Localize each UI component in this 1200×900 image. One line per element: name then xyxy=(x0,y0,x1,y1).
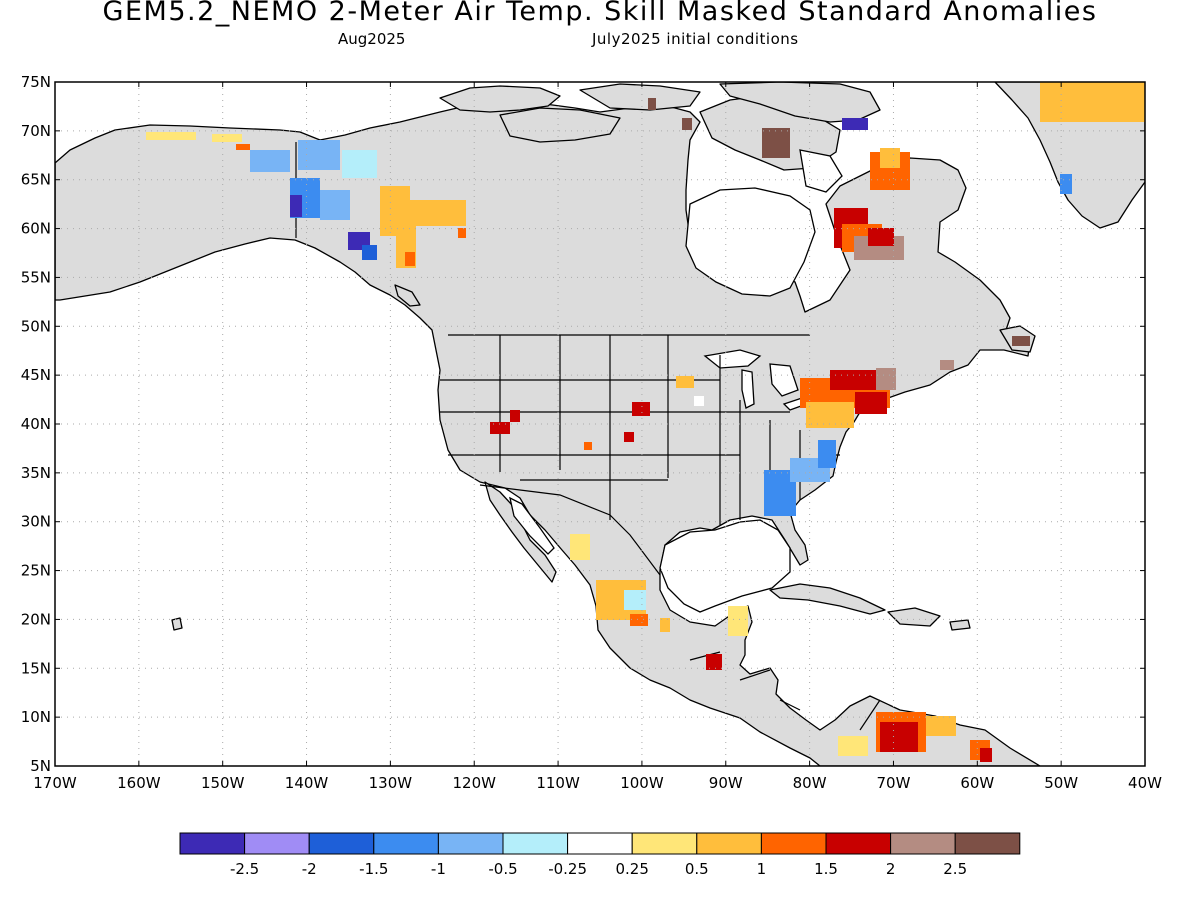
lon-label: 50W xyxy=(1044,774,1078,792)
map-title: GEM5.2_NEMO 2-Meter Air Temp. Skill Mask… xyxy=(102,0,1098,27)
lat-label: 25N xyxy=(21,562,51,580)
colorbar-label: 1.5 xyxy=(814,860,838,878)
initial-conditions: July2025 initial conditions xyxy=(592,30,799,48)
colorbar-swatch xyxy=(308,832,375,855)
lat-label: 55N xyxy=(21,268,51,286)
colorbar-label: 1 xyxy=(757,860,767,878)
colorbar-swatch xyxy=(373,832,439,855)
colorbar-swatch xyxy=(567,832,633,855)
lon-label: 130W xyxy=(369,774,413,792)
colorbar: -2.5 -2 -1.5 -1 -0.5 -0.25 0.25 0.5 1 1.5 2 2.5 xyxy=(179,832,1021,878)
lon-label: 60W xyxy=(960,774,994,792)
lat-label: 35N xyxy=(21,464,51,482)
great-lake-superior xyxy=(703,349,762,369)
hispaniola-land xyxy=(887,607,941,627)
lon-label: 100W xyxy=(620,774,664,792)
great-lake-huron xyxy=(769,363,799,397)
lat-label: 10N xyxy=(21,708,51,726)
colorbar-label: 2.5 xyxy=(943,860,967,878)
lon-label: 90W xyxy=(709,774,743,792)
arctic-island-2 xyxy=(499,107,621,143)
colorbar-swatch xyxy=(437,832,504,855)
axis-ticks: 75N 70N 65N 60N 55N 50N 45N 40N 35N 30N 25N 20N 15N 1… xyxy=(21,73,1162,792)
anomaly-patches xyxy=(146,82,1145,762)
lon-label: 170W xyxy=(33,774,77,792)
lat-label: 15N xyxy=(21,659,51,677)
colorbar-swatch xyxy=(631,832,698,855)
gulf-of-mexico xyxy=(659,519,791,613)
great-lake-michigan xyxy=(741,369,755,409)
colorbar-label: -2.5 xyxy=(230,860,259,878)
land-mask xyxy=(55,82,1145,766)
colorbar-swatch xyxy=(244,832,310,855)
colorbar-swatch xyxy=(502,832,569,855)
colorbar-label: -1.5 xyxy=(359,860,388,878)
lat-label: 5N xyxy=(30,757,51,775)
graticule xyxy=(55,82,1145,766)
colorbar-label: -2 xyxy=(302,860,317,878)
lat-label: 50N xyxy=(21,317,51,335)
lat-label: 40N xyxy=(21,415,51,433)
lon-label: 150W xyxy=(201,774,245,792)
colorbar-label: -0.5 xyxy=(488,860,517,878)
lon-label: 140W xyxy=(285,774,329,792)
colorbar-label: -0.25 xyxy=(548,860,587,878)
lat-label: 75N xyxy=(21,73,51,91)
lon-label: 40W xyxy=(1128,774,1162,792)
lat-label: 30N xyxy=(21,513,51,531)
colorbar-swatch xyxy=(825,832,892,855)
lat-label: 70N xyxy=(21,122,51,140)
colorbar-swatch xyxy=(954,832,1021,855)
lat-label: 60N xyxy=(21,220,51,238)
arctic-island-3 xyxy=(579,83,701,111)
political-borders xyxy=(295,142,931,741)
colorbar-swatch xyxy=(179,832,246,855)
lat-label: 20N xyxy=(21,610,51,628)
lon-label: 80W xyxy=(793,774,827,792)
colorbar-label: 0.25 xyxy=(615,860,648,878)
colorbar-label: 0.5 xyxy=(685,860,709,878)
lon-label: 70W xyxy=(877,774,911,792)
lon-label: 160W xyxy=(117,774,161,792)
lat-label: 65N xyxy=(21,171,51,189)
hudson-bay xyxy=(685,187,816,297)
hudson-strait xyxy=(799,149,843,193)
lon-label: 110W xyxy=(536,774,580,792)
lat-label: 45N xyxy=(21,366,51,384)
gulf-of-california xyxy=(509,496,555,555)
colorbar-swatch xyxy=(890,832,956,855)
water-bodies xyxy=(509,149,843,613)
map-area xyxy=(55,82,1145,766)
vancouver-island-land xyxy=(394,284,421,307)
north-america-land xyxy=(55,97,1041,766)
colorbar-label: -1 xyxy=(431,860,446,878)
colorbar-swatch xyxy=(760,832,827,855)
arctic-island-1 xyxy=(439,85,561,113)
forecast-month: Aug2025 xyxy=(338,30,406,48)
colorbar-label: 2 xyxy=(886,860,896,878)
hawaii-land xyxy=(171,617,183,631)
colorbar-swatch xyxy=(696,832,762,855)
puerto-rico-land xyxy=(949,619,971,631)
cuba-land xyxy=(769,583,886,615)
lon-label: 120W xyxy=(452,774,496,792)
